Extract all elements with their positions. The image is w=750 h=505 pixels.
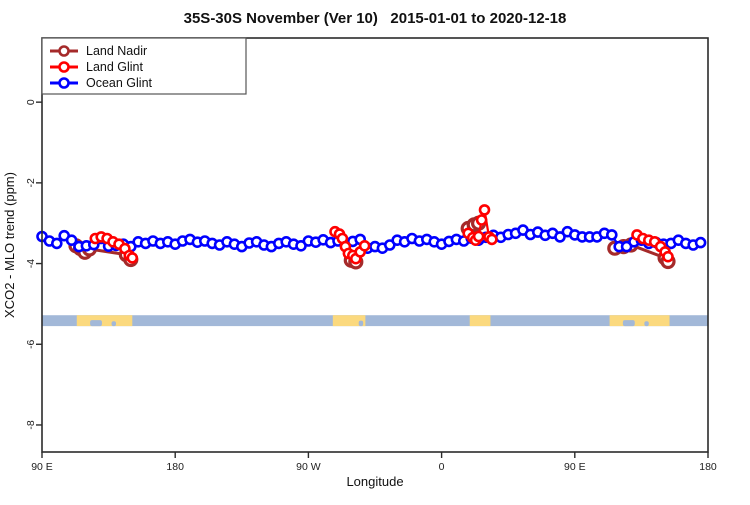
x-axis-label: Longitude (346, 474, 403, 489)
data-point (662, 250, 674, 263)
land-segment (332, 315, 366, 327)
data-point (472, 230, 485, 243)
data-point (358, 240, 371, 252)
data-point (605, 229, 618, 241)
coast-notch (358, 320, 364, 327)
data-point (694, 236, 707, 249)
data-point (475, 214, 488, 226)
data-point (50, 237, 63, 250)
x-tick-label: 180 (699, 461, 717, 473)
x-tick-label: 90 E (31, 461, 53, 473)
x-tick-label: 90 W (296, 461, 321, 473)
data-point (478, 204, 491, 216)
y-tick-label: -2 (25, 178, 37, 187)
coast-notch (90, 320, 102, 327)
series-ocean-glint (36, 224, 707, 254)
land-ocean-map-strip (42, 315, 708, 327)
data-series-group (36, 204, 707, 270)
data-point (486, 233, 498, 246)
legend-label: Land Glint (86, 60, 144, 74)
coast-notch (622, 320, 635, 327)
data-point (65, 234, 78, 246)
y-tick-label: -6 (25, 339, 37, 348)
series-land-glint (89, 204, 674, 265)
legend-label: Ocean Glint (86, 76, 153, 90)
plot-box (41, 37, 709, 453)
coast-notch (644, 321, 649, 327)
y-tick-label: -4 (25, 259, 37, 268)
coast-notch (111, 321, 116, 327)
x-tick-label: 180 (166, 461, 184, 473)
data-point (554, 231, 566, 243)
legend-marker-icon (58, 61, 70, 73)
axes: 90 E 180 90 W 0 90 E 180 0 -2 -4 -6 -8 (25, 37, 717, 473)
land-segment (76, 315, 133, 327)
chart-title: 35S-30S November (Ver 10) 2015-01-01 to … (184, 10, 567, 27)
x-tick-label: 90 E (564, 461, 586, 473)
ocean-strip (42, 315, 708, 327)
legend-label: Land Nadir (86, 44, 147, 58)
legend-marker-icon (58, 77, 70, 89)
legend-marker-icon (58, 45, 70, 57)
y-tick-label: 0 (25, 99, 37, 105)
data-point (126, 252, 139, 264)
x-tick-label: 0 (439, 461, 445, 473)
legend: Land Nadir Land Glint Ocean Glint (41, 37, 247, 95)
y-axis-label: XCO2 - MLO trend (ppm) (2, 172, 17, 318)
y-tick-label: -8 (25, 420, 37, 429)
land-segment (609, 315, 670, 327)
land-segment (469, 315, 491, 327)
